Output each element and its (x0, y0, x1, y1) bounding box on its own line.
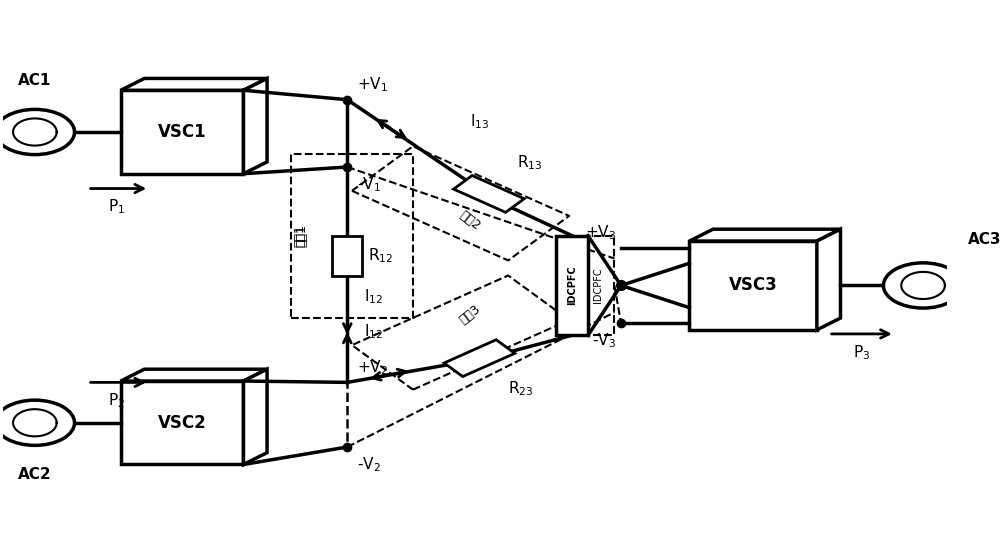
Text: 线路1: 线路1 (295, 224, 308, 247)
Text: R$_{12}$: R$_{12}$ (368, 246, 393, 265)
Bar (121, 381, 243, 465)
Text: I$_{12}$: I$_{12}$ (364, 323, 383, 341)
Circle shape (0, 400, 75, 446)
Text: +V$_1$: +V$_1$ (357, 76, 388, 94)
Bar (689, 241, 817, 330)
Text: -V$_3$: -V$_3$ (592, 331, 616, 350)
Polygon shape (243, 369, 267, 465)
Text: P$_1$: P$_1$ (108, 197, 125, 217)
Polygon shape (121, 78, 267, 90)
Text: I$_{23}$: I$_{23}$ (470, 351, 489, 370)
Text: AC1: AC1 (18, 73, 52, 88)
Polygon shape (689, 229, 840, 241)
Text: IDCPFC: IDCPFC (593, 268, 603, 303)
Text: 线路2: 线路2 (457, 209, 483, 233)
Text: VSC1: VSC1 (158, 123, 206, 141)
Text: P$_3$: P$_3$ (853, 343, 870, 362)
Polygon shape (817, 229, 840, 330)
Text: VSC3: VSC3 (729, 276, 778, 294)
Text: P$_2$: P$_2$ (108, 392, 125, 410)
Bar (332, 236, 362, 276)
Text: IDCPFC: IDCPFC (567, 265, 577, 305)
Polygon shape (121, 369, 267, 381)
Text: I$_{12}$: I$_{12}$ (364, 287, 383, 306)
Text: VSC2: VSC2 (158, 414, 206, 432)
Bar (291, 153, 413, 318)
Text: 线路1: 线路1 (294, 224, 307, 247)
Text: R$_{13}$: R$_{13}$ (517, 154, 543, 172)
Bar (121, 90, 243, 174)
Text: +V$_2$: +V$_2$ (357, 358, 388, 377)
Text: -V$_2$: -V$_2$ (357, 455, 381, 474)
Circle shape (883, 263, 963, 308)
Text: I$_{13}$: I$_{13}$ (470, 112, 489, 131)
Text: 线路3: 线路3 (457, 303, 483, 327)
Circle shape (0, 109, 75, 154)
Polygon shape (454, 176, 524, 212)
Bar (582, 236, 614, 335)
Text: R$_{23}$: R$_{23}$ (508, 380, 533, 398)
Bar (556, 236, 588, 335)
Text: -V$_1$: -V$_1$ (357, 175, 381, 194)
Text: AC2: AC2 (18, 467, 52, 482)
Text: AC3: AC3 (967, 232, 1000, 246)
Polygon shape (243, 78, 267, 174)
Polygon shape (444, 340, 515, 376)
Text: +V$_3$: +V$_3$ (585, 224, 616, 243)
